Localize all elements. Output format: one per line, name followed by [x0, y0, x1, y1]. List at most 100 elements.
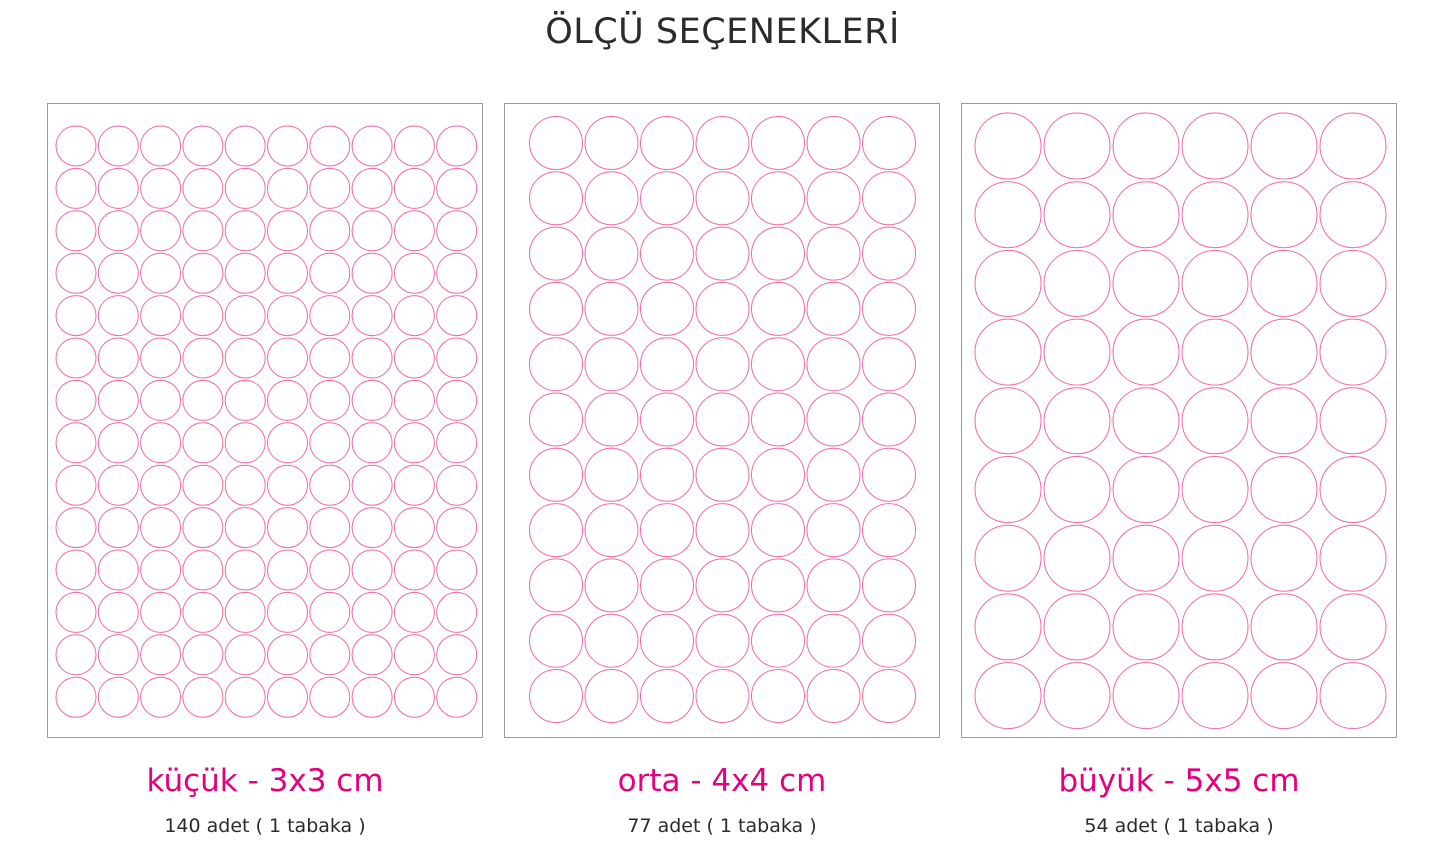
- sticker-circle: [182, 549, 224, 591]
- count-text-large: 54 adet ( 1 tabaka ): [1084, 815, 1274, 837]
- sticker-circle: [640, 337, 694, 392]
- sticker-circle: [974, 524, 1042, 592]
- sticker-circle: [1043, 593, 1111, 661]
- sticker-circle: [1112, 593, 1180, 661]
- sticker-circle: [640, 558, 694, 613]
- sticker-circle: [393, 549, 435, 591]
- sticker-circle: [1319, 524, 1387, 592]
- sticker-circle: [1250, 662, 1318, 730]
- circle-grid: [529, 116, 916, 723]
- sticker-circle: [974, 387, 1042, 455]
- sticker-circle: [584, 281, 639, 336]
- sticker-circle: [1181, 318, 1249, 386]
- sticker-circle: [267, 337, 308, 379]
- sticker-circle: [584, 669, 639, 723]
- sticker-circle: [529, 503, 583, 558]
- sticker-circle: [529, 558, 583, 613]
- sticker-circle: [393, 125, 435, 167]
- sticker-circle: [695, 171, 750, 226]
- sticker-circle: [55, 464, 97, 506]
- sheet-medium: [504, 103, 940, 738]
- sticker-circle: [1319, 387, 1387, 455]
- sticker-circle: [351, 252, 393, 294]
- sticker-circle: [267, 252, 308, 294]
- sticker-circle: [224, 549, 266, 591]
- sticker-circle: [267, 591, 308, 633]
- sticker-circle: [97, 210, 139, 252]
- sticker-circle: [751, 226, 805, 281]
- sticker-circle: [1250, 524, 1318, 592]
- sticker-circle: [309, 379, 351, 421]
- sticker-circle: [393, 167, 435, 209]
- sticker-circle: [224, 507, 266, 549]
- sticker-circle: [584, 337, 639, 392]
- sticker-circle: [695, 281, 750, 336]
- sticker-circle: [393, 252, 435, 294]
- sticker-circle: [1112, 112, 1180, 180]
- sticker-circle: [1181, 387, 1249, 455]
- sticker-circle: [55, 591, 97, 633]
- sticker-circle: [182, 379, 224, 421]
- sticker-circle: [529, 281, 583, 336]
- sticker-circle: [1043, 249, 1111, 317]
- sticker-circle: [1043, 112, 1111, 180]
- sticker-circle: [862, 171, 916, 226]
- sticker-circle: [267, 295, 308, 337]
- sticker-circle: [55, 125, 97, 167]
- sticker-circle: [97, 549, 139, 591]
- sticker-circle: [751, 392, 805, 447]
- sticker-circle: [351, 337, 393, 379]
- sticker-circle: [1250, 181, 1318, 249]
- size-label-small: küçük - 3x3 cm: [146, 763, 384, 799]
- sticker-circle: [97, 591, 139, 633]
- sticker-circle: [267, 634, 308, 676]
- sticker-circle: [436, 549, 478, 591]
- sticker-circle: [1250, 318, 1318, 386]
- sticker-circle: [309, 210, 351, 252]
- sticker-circle: [529, 613, 583, 668]
- sticker-circle: [1043, 456, 1111, 523]
- sticker-circle: [182, 464, 224, 506]
- sticker-circle: [351, 549, 393, 591]
- sticker-circle: [1319, 662, 1387, 730]
- sticker-circle: [1319, 456, 1387, 523]
- sticker-circle: [640, 669, 694, 723]
- sticker-circle: [182, 295, 224, 337]
- sticker-circle: [55, 422, 97, 464]
- sticker-circle: [140, 379, 182, 421]
- sticker-circle: [97, 634, 139, 676]
- sticker-circle: [224, 210, 266, 252]
- sticker-circle: [267, 422, 308, 464]
- sticker-circle: [140, 634, 182, 676]
- sticker-circle: [529, 171, 583, 226]
- sticker-circle: [140, 125, 182, 167]
- sticker-circle: [695, 503, 750, 558]
- sticker-circle: [55, 549, 97, 591]
- sticker-circle: [182, 507, 224, 549]
- sticker-circle: [1250, 249, 1318, 317]
- sticker-circle: [1319, 593, 1387, 661]
- sticker-circle: [393, 634, 435, 676]
- sticker-circle: [140, 210, 182, 252]
- sticker-circle: [309, 507, 351, 549]
- sticker-circle: [436, 337, 478, 379]
- sticker-circle: [695, 669, 750, 723]
- sticker-circle: [55, 507, 97, 549]
- sticker-circle: [436, 379, 478, 421]
- circle-grid: [55, 125, 478, 718]
- sticker-circle: [751, 558, 805, 613]
- sticker-circle: [224, 422, 266, 464]
- sticker-circle: [529, 226, 583, 281]
- sticker-circle: [806, 503, 861, 558]
- sticker-circle: [224, 464, 266, 506]
- sticker-circle: [862, 337, 916, 392]
- sticker-circle: [393, 507, 435, 549]
- sticker-circle: [436, 507, 478, 549]
- sticker-circle: [140, 422, 182, 464]
- sticker-circle: [55, 167, 97, 209]
- sticker-circle: [584, 116, 639, 170]
- sticker-circle: [351, 167, 393, 209]
- sticker-circle: [351, 634, 393, 676]
- sticker-circle: [584, 558, 639, 613]
- sticker-circle: [393, 464, 435, 506]
